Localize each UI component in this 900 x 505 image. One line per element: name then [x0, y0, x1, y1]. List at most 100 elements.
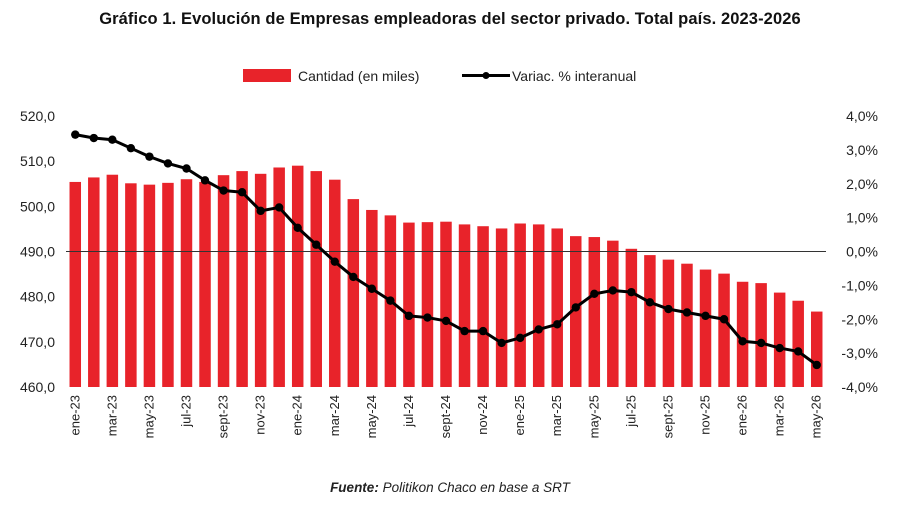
y-left-tick: 470,0 — [20, 334, 55, 350]
x-tick: jul-23 — [178, 395, 193, 428]
line-point-oct-24 — [460, 326, 469, 336]
bar-series — [69, 165, 823, 387]
source-text: Politikon Chaco en base a SRT — [378, 480, 570, 495]
x-tick: may-26 — [809, 395, 824, 438]
y-right-tick: 4,0% — [846, 108, 878, 124]
legend-swatch-bars — [243, 69, 291, 82]
x-tick: mar-26 — [772, 395, 787, 436]
x-tick: mar-24 — [327, 395, 342, 436]
line-point-feb-23 — [89, 133, 99, 143]
bar-abr-26 — [792, 300, 804, 387]
line-point-jul-23 — [182, 164, 191, 173]
line-point-may-23 — [145, 152, 154, 161]
line-point-ago-24 — [423, 313, 432, 322]
x-tick: sept-24 — [438, 395, 453, 438]
bar-abr-23 — [125, 183, 137, 387]
legend: Cantidad (en miles) Variac. % interanual — [243, 68, 636, 84]
line-point-may-26 — [812, 360, 821, 370]
line-point-ene-24 — [293, 223, 302, 232]
bar-sept-25 — [662, 259, 675, 387]
line-point-ene-23 — [71, 130, 80, 139]
y-axis-left: 460,0 470,0 480,0 490,0 500,0 510,0 520,0 — [20, 108, 55, 395]
legend-label-bars: Cantidad (en miles) — [298, 68, 419, 84]
bar-nov-23 — [254, 173, 267, 387]
bar-ago-23 — [199, 181, 211, 387]
x-tick: mar-25 — [549, 395, 564, 436]
x-tick: jul-25 — [623, 395, 638, 428]
bar-ene-24 — [291, 165, 304, 387]
chart-title: Gráfico 1. Evolución de Empresas emplead… — [99, 10, 801, 28]
bar-mar-25 — [551, 228, 563, 387]
line-point-jul-24 — [404, 311, 414, 321]
line-point-feb-25 — [534, 325, 543, 334]
bar-nov-24 — [477, 226, 489, 387]
line-point-oct-23 — [237, 188, 247, 197]
line-point-jun-24 — [386, 296, 395, 305]
x-tick: nov-23 — [253, 395, 268, 435]
line-point-jun-25 — [608, 286, 618, 295]
y-left-tick: 480,0 — [20, 289, 55, 305]
line-point-abr-24 — [349, 272, 358, 282]
y-right-tick: 2,0% — [846, 176, 878, 192]
line-point-abr-26 — [794, 347, 803, 356]
line-point-ago-25 — [645, 298, 655, 307]
x-tick: mar-23 — [104, 395, 119, 436]
bar-may-26 — [810, 311, 823, 387]
line-point-mar-25 — [553, 320, 562, 329]
x-tick: nov-24 — [475, 395, 490, 435]
line-point-mar-26 — [775, 343, 784, 353]
y-axis-right: -4,0% -3,0% -2,0% -1,0% 0,0% 1,0% 2,0% 3,0% 4,0% — [841, 108, 878, 395]
source-note: Fuente: Politikon Chaco en base a SRT — [0, 480, 900, 495]
line-point-feb-26 — [756, 338, 766, 348]
y-right-tick: -4,0% — [841, 379, 878, 395]
y-right-tick: 0,0% — [846, 244, 878, 260]
y-right-tick: -3,0% — [841, 345, 878, 361]
x-tick: may-23 — [141, 395, 156, 438]
line-point-jul-25 — [627, 287, 636, 297]
line-point-sept-23 — [219, 186, 228, 195]
bar-may-25 — [588, 237, 601, 387]
bar-mar-24 — [329, 179, 341, 387]
line-point-dic-23 — [274, 203, 284, 212]
line-point-may-24 — [367, 284, 377, 293]
bar-ago-24 — [421, 222, 434, 387]
line-point-mar-24 — [330, 257, 339, 266]
bar-may-24 — [366, 209, 378, 387]
bar-feb-26 — [755, 283, 767, 387]
bar-jul-23 — [180, 179, 193, 387]
line-point-abr-23 — [126, 143, 136, 153]
y-right-tick: 1,0% — [846, 210, 878, 226]
legend-marker-line — [482, 72, 490, 79]
line-point-dic-24 — [497, 338, 506, 348]
line-point-nov-24 — [478, 326, 488, 336]
bar-feb-24 — [310, 171, 322, 387]
bar-jun-25 — [607, 240, 619, 387]
bar-nov-25 — [699, 269, 712, 387]
y-right-tick: -2,0% — [841, 311, 878, 327]
bar-abr-24 — [347, 199, 360, 387]
line-point-sept-24 — [441, 316, 451, 326]
x-tick: ene-24 — [290, 395, 305, 435]
x-tick: sept-23 — [216, 395, 231, 438]
x-axis: ene-23 mar-23 may-23 jul-23 sept-23 nov-23 ene… — [67, 395, 823, 438]
line-point-ago-23 — [200, 176, 210, 185]
bar-dic-25 — [718, 273, 730, 387]
bar-ene-23 — [69, 181, 82, 387]
x-tick: ene-26 — [735, 395, 750, 435]
bar-oct-24 — [458, 224, 471, 387]
chart: Cantidad (en miles) Variac. % interanual… — [20, 68, 878, 438]
line-point-ene-25 — [515, 333, 525, 343]
bar-ene-25 — [514, 223, 526, 387]
x-tick: sept-25 — [660, 395, 675, 438]
line-point-dic-25 — [719, 315, 729, 324]
line-series — [71, 130, 821, 370]
line-point-sept-25 — [664, 304, 673, 314]
bar-jul-25 — [625, 248, 638, 387]
line-point-nov-23 — [256, 206, 265, 216]
y-right-tick: 3,0% — [846, 142, 878, 158]
y-left-tick: 510,0 — [20, 153, 55, 169]
line-point-oct-25 — [682, 308, 692, 317]
line-point-feb-24 — [312, 240, 321, 249]
y-left-tick: 490,0 — [20, 244, 55, 260]
bar-sept-24 — [440, 221, 452, 387]
